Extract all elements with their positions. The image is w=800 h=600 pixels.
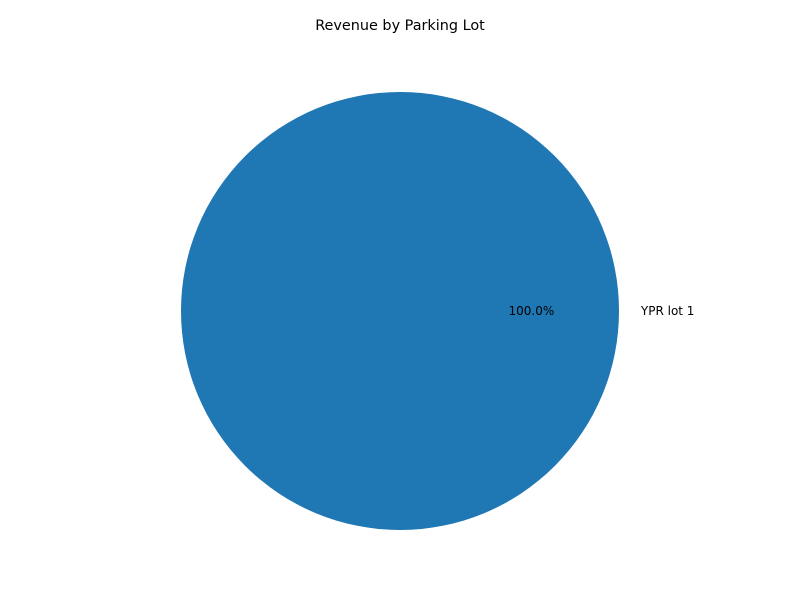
- pie-slice: [181, 92, 619, 530]
- pie-labels: YPR lot 1 100.0%: [509, 304, 695, 318]
- slice-label: YPR lot 1: [640, 304, 695, 318]
- chart-title: Revenue by Parking Lot: [315, 18, 485, 34]
- pie-slices: [181, 92, 619, 530]
- slice-percent-label: 100.0%: [509, 304, 555, 318]
